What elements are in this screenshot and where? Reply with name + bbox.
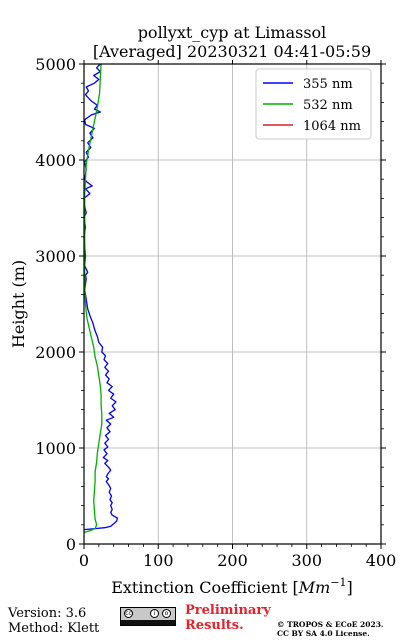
x-tick-label: 100 <box>143 551 174 570</box>
y-axis-label: Height (m) <box>9 260 28 348</box>
x-tick-label: 400 <box>366 551 397 570</box>
legend-label-1064: 1064 nm <box>303 119 361 134</box>
version-text: Version: 3.6 <box>8 606 87 621</box>
license-line1: © TROPOS & ECoE 2023. <box>277 620 384 629</box>
sa-icon: o <box>162 609 171 618</box>
license-line2: CC BY SA 4.0 License. <box>277 629 370 638</box>
x-axis-label-prefix: Extinction Coefficient [ <box>111 578 299 597</box>
preliminary-line2: Results. <box>185 618 244 633</box>
x-axis-label: Extinction Coefficient [Mm−1] <box>111 576 353 597</box>
chart-title-line1: pollyxt_cyp at Limassol <box>138 23 327 42</box>
x-tick-label: 200 <box>217 551 248 570</box>
cc-by-sa-badge: cc i o <box>120 607 176 626</box>
y-tick-label: 5000 <box>35 55 76 74</box>
y-tick-label: 0 <box>66 535 76 554</box>
series-line-1 <box>83 63 103 534</box>
preliminary-results-text: Preliminary Results. <box>185 603 275 633</box>
by-icon: i <box>150 609 159 618</box>
y-tick-label: 2000 <box>35 343 76 362</box>
x-tick-label: 0 <box>79 551 89 570</box>
cc-icon: cc <box>124 609 133 618</box>
preliminary-line1: Preliminary <box>185 603 271 618</box>
legend-label-532: 532 nm <box>303 98 353 113</box>
legend-box <box>255 68 372 140</box>
legend-label-355: 355 nm <box>303 77 353 92</box>
y-tick-label: 3000 <box>35 247 76 266</box>
x-axis-label-suffix: ] <box>347 578 353 597</box>
method-text: Method: Klett <box>8 621 100 636</box>
x-axis-label-exponent: −1 <box>330 576 346 589</box>
series-lines <box>83 63 119 534</box>
series-line-0 <box>83 63 119 531</box>
y-tick-label: 1000 <box>35 439 76 458</box>
legend: 355 nm 532 nm 1064 nm <box>255 68 372 140</box>
x-tick-label: 300 <box>291 551 322 570</box>
y-tick-label: 4000 <box>35 151 76 170</box>
chart-title-line2: [Averaged] 20230321 04:41-05:59 <box>93 42 371 61</box>
x-axis-label-unit: Mm <box>298 578 331 597</box>
license-text: © TROPOS & ECoE 2023. CC BY SA 4.0 Licen… <box>277 620 399 638</box>
